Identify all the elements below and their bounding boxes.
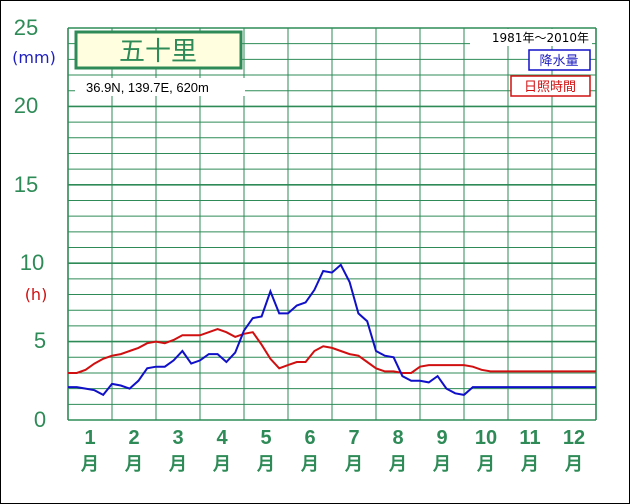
xtick-month-suffix: 月 xyxy=(168,454,187,475)
ytick-10: 10 xyxy=(20,250,44,275)
station-name: 五十里 xyxy=(119,37,197,67)
xtick-month-number: 8 xyxy=(392,427,403,449)
xtick-month-number: 7 xyxy=(348,427,359,449)
xtick-month-suffix: 月 xyxy=(124,454,143,475)
xtick-month-suffix: 月 xyxy=(256,454,275,475)
xtick-month-suffix: 月 xyxy=(432,454,451,475)
legend-sun-box xyxy=(510,75,591,97)
xtick-month-suffix: 月 xyxy=(212,454,231,475)
grid xyxy=(67,27,597,421)
xtick-month-suffix: 月 xyxy=(388,454,407,475)
xtick-month-suffix: 月 xyxy=(520,454,539,475)
x-axis-labels: 1 月 2 月 3 月 4 月 5 月 6 月 7 月 8 月 9 月 10 月 11 月 12 月 xyxy=(80,427,585,475)
series-line-precipitation xyxy=(68,263,596,397)
legend-precip-box xyxy=(528,49,591,71)
xtick-month-number: 9 xyxy=(436,427,447,449)
coords-bg xyxy=(75,78,245,96)
xtick-month-number: 4 xyxy=(216,427,228,449)
legend-precip: 降水量 xyxy=(539,54,578,69)
xtick-month-number: 5 xyxy=(260,427,271,449)
xtick-month-number: 12 xyxy=(563,427,585,449)
series-line-sunshine xyxy=(68,328,596,374)
ytick-15: 15 xyxy=(14,172,38,197)
xtick-month-number: 10 xyxy=(475,427,497,449)
xtick-month-suffix: 月 xyxy=(80,454,99,475)
xtick-month-suffix: 月 xyxy=(564,454,583,475)
period-bg xyxy=(470,29,592,46)
ylabel-sun: (h) xyxy=(25,285,48,304)
xtick-month-number: 1 xyxy=(84,427,95,449)
ytick-25: 25 xyxy=(14,15,38,40)
xtick-month-number: 3 xyxy=(172,427,183,449)
ytick-5: 5 xyxy=(34,328,46,353)
xtick-month-suffix: 月 xyxy=(300,454,319,475)
ylabel-precip: (mm) xyxy=(12,48,56,67)
ytick-20: 20 xyxy=(14,93,38,118)
xtick-month-suffix: 月 xyxy=(344,454,363,475)
xtick-month-number: 6 xyxy=(304,427,315,449)
legend-sun: 日照時間 xyxy=(524,80,576,95)
station-coords: 36.9N, 139.7E, 620m xyxy=(86,80,209,95)
ytick-0: 0 xyxy=(34,407,46,432)
period-label: 1981年〜2010年 xyxy=(492,31,589,45)
station-box xyxy=(74,30,243,70)
xtick-month-suffix: 月 xyxy=(476,454,495,475)
xtick-month-number: 2 xyxy=(128,427,139,449)
xtick-month-number: 11 xyxy=(519,427,540,449)
